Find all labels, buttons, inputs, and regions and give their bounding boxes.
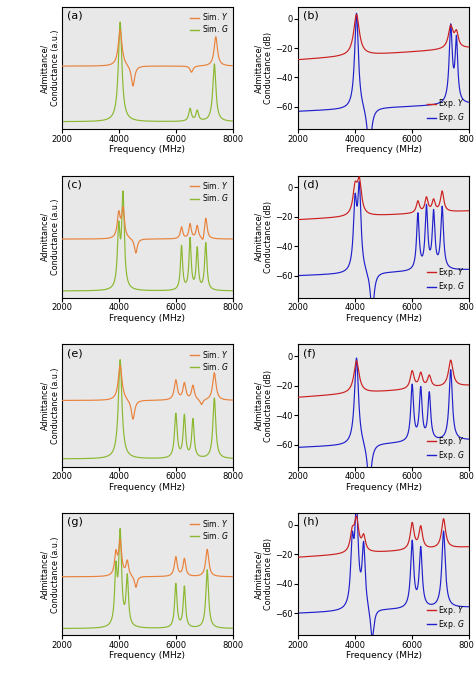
Text: (d): (d) (303, 179, 319, 189)
Text: (e): (e) (67, 348, 82, 358)
Y-axis label: Admittance/
Conductance (dB): Admittance/ Conductance (dB) (254, 538, 273, 610)
Y-axis label: Admittance/
Conductance (dB): Admittance/ Conductance (dB) (254, 201, 273, 273)
Text: (h): (h) (303, 516, 319, 527)
X-axis label: Frequency (MHz): Frequency (MHz) (346, 652, 421, 660)
X-axis label: Frequency (MHz): Frequency (MHz) (109, 483, 185, 491)
Legend: Sim. $Y$, Sim. $G$: Sim. $Y$, Sim. $G$ (189, 11, 229, 35)
X-axis label: Frequency (MHz): Frequency (MHz) (346, 483, 421, 491)
Y-axis label: Admittance/
Conductance (dB): Admittance/ Conductance (dB) (254, 369, 273, 441)
X-axis label: Frequency (MHz): Frequency (MHz) (346, 314, 421, 323)
X-axis label: Frequency (MHz): Frequency (MHz) (346, 145, 421, 154)
Y-axis label: Admittance/
Conductance (a.u.): Admittance/ Conductance (a.u.) (41, 536, 60, 612)
Text: (g): (g) (67, 516, 82, 527)
Y-axis label: Admittance/
Conductance (dB): Admittance/ Conductance (dB) (254, 32, 273, 104)
Text: (c): (c) (67, 179, 82, 189)
Legend: Sim. $Y$, Sim. $G$: Sim. $Y$, Sim. $G$ (189, 179, 229, 204)
X-axis label: Frequency (MHz): Frequency (MHz) (109, 652, 185, 660)
Legend: Sim. $Y$, Sim. $G$: Sim. $Y$, Sim. $G$ (189, 348, 229, 373)
Legend: Exp. $Y$, Exp. $G$: Exp. $Y$, Exp. $G$ (426, 603, 465, 631)
Legend: Exp. $Y$, Exp. $G$: Exp. $Y$, Exp. $G$ (426, 266, 465, 294)
Y-axis label: Admittance/
Conductance (a.u.): Admittance/ Conductance (a.u.) (41, 367, 60, 443)
X-axis label: Frequency (MHz): Frequency (MHz) (109, 145, 185, 154)
Y-axis label: Admittance/
Conductance (a.u.): Admittance/ Conductance (a.u.) (41, 30, 60, 106)
Text: (a): (a) (67, 10, 82, 20)
Legend: Exp. $Y$, Exp. $G$: Exp. $Y$, Exp. $G$ (426, 97, 465, 125)
Legend: Exp. $Y$, Exp. $G$: Exp. $Y$, Exp. $G$ (426, 434, 465, 463)
Y-axis label: Admittance/
Conductance (a.u.): Admittance/ Conductance (a.u.) (41, 199, 60, 275)
Text: (f): (f) (303, 348, 316, 358)
Text: (b): (b) (303, 10, 319, 20)
X-axis label: Frequency (MHz): Frequency (MHz) (109, 314, 185, 323)
Legend: Sim. $Y$, Sim. $G$: Sim. $Y$, Sim. $G$ (189, 517, 229, 541)
